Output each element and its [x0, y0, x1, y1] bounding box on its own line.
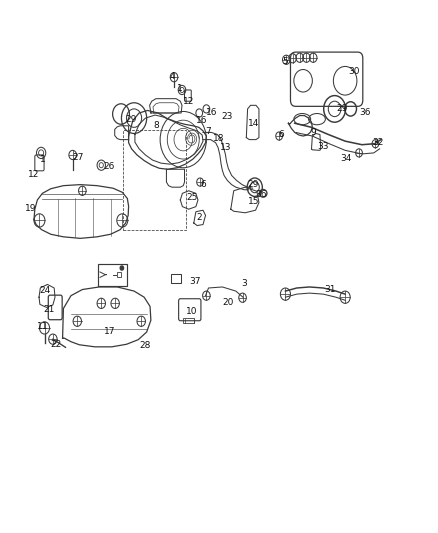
Text: 28: 28 — [140, 341, 151, 350]
Circle shape — [120, 266, 124, 270]
Bar — [123, 130, 186, 230]
Bar — [117, 272, 121, 277]
Text: 34: 34 — [340, 154, 352, 163]
Text: 21: 21 — [44, 305, 55, 314]
Text: 9: 9 — [310, 128, 316, 137]
Text: 27: 27 — [72, 153, 84, 162]
Text: 10: 10 — [186, 307, 198, 316]
Text: 13: 13 — [219, 143, 231, 152]
Text: 30: 30 — [348, 67, 359, 76]
Text: 11: 11 — [37, 322, 48, 332]
Text: 12: 12 — [28, 170, 40, 179]
Text: 3: 3 — [241, 279, 247, 288]
Text: 29: 29 — [336, 104, 348, 114]
Text: 14: 14 — [248, 119, 260, 128]
Bar — [172, 273, 181, 283]
Text: 29: 29 — [125, 115, 136, 124]
Text: 26: 26 — [103, 162, 114, 171]
Text: 23: 23 — [221, 112, 232, 121]
Text: 31: 31 — [324, 285, 336, 294]
Text: 17: 17 — [104, 327, 116, 336]
Text: 22: 22 — [50, 340, 61, 349]
Text: 32: 32 — [372, 138, 384, 147]
Text: 36: 36 — [360, 109, 371, 117]
Bar — [183, 318, 194, 323]
Text: 8: 8 — [153, 122, 159, 130]
Text: 6: 6 — [278, 130, 284, 139]
Bar — [98, 264, 127, 286]
Text: 2: 2 — [196, 213, 202, 222]
Text: 29: 29 — [247, 180, 258, 189]
Text: 15: 15 — [248, 197, 259, 206]
Text: 33: 33 — [318, 142, 329, 151]
Text: 24: 24 — [39, 286, 50, 295]
Text: 18: 18 — [213, 134, 225, 143]
Text: 7: 7 — [205, 127, 211, 136]
Text: 16: 16 — [196, 116, 208, 125]
Text: 1: 1 — [39, 155, 45, 164]
Text: 16: 16 — [206, 109, 218, 117]
Text: 36: 36 — [255, 190, 267, 199]
Text: 12: 12 — [183, 96, 194, 106]
Text: 4: 4 — [169, 71, 175, 80]
Text: 6: 6 — [200, 180, 206, 189]
Text: 25: 25 — [187, 193, 198, 202]
Text: 20: 20 — [223, 298, 234, 307]
Text: 5: 5 — [283, 58, 288, 66]
Text: 19: 19 — [25, 204, 36, 213]
Text: 37: 37 — [189, 277, 200, 286]
Text: 1: 1 — [177, 84, 183, 93]
